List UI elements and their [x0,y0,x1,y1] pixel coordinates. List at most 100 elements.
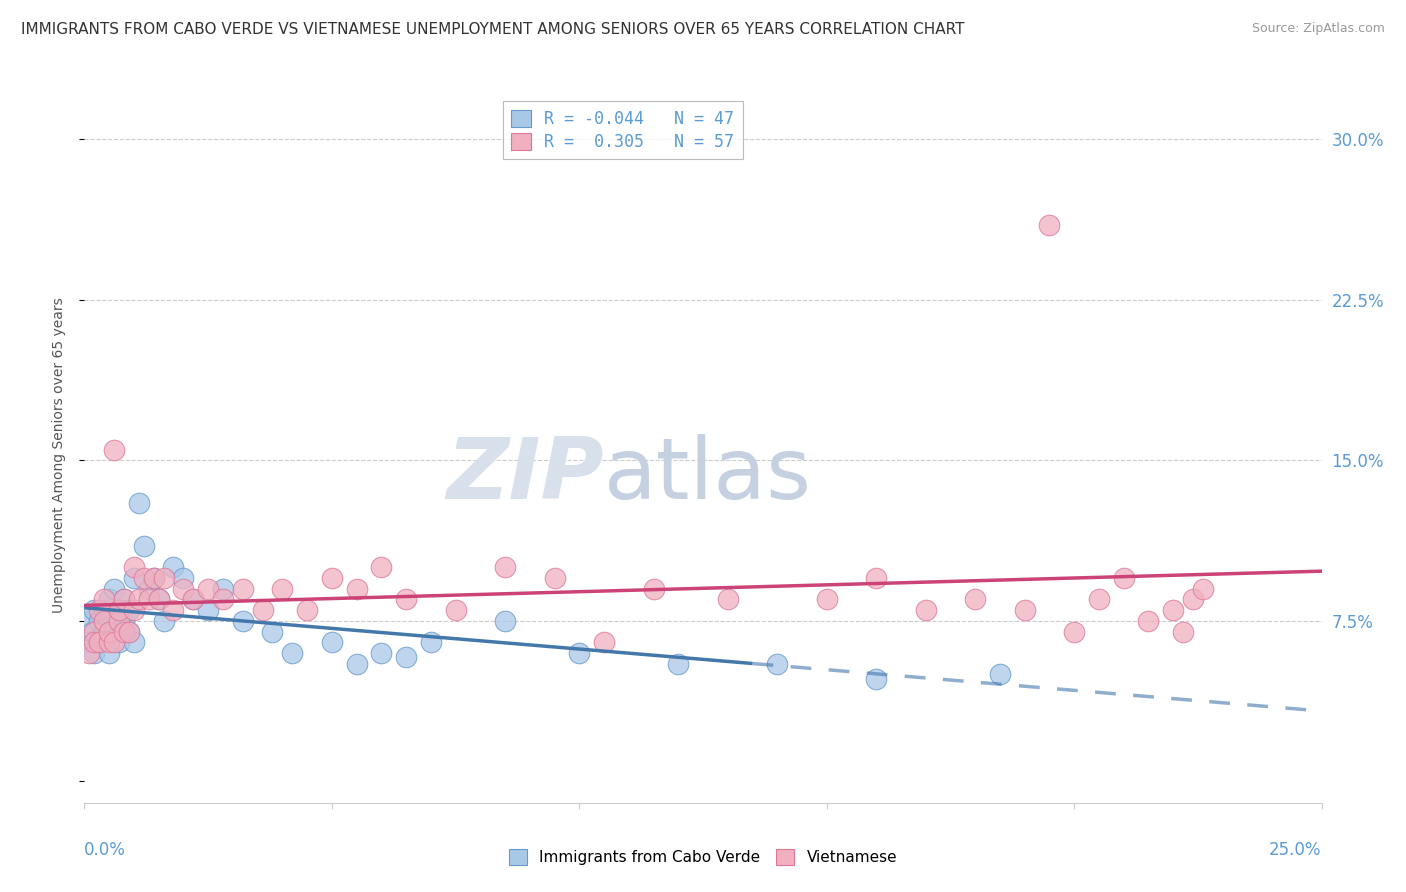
Point [93,603,115,617]
Point [197,603,219,617]
Point [1063,624,1085,639]
Point [321,571,343,585]
Point [108,603,131,617]
Point [128,496,150,510]
Point [83,624,105,639]
Point [865,571,887,585]
Point [79,646,101,660]
Point [89,635,111,649]
Point [444,603,467,617]
Point [112,624,135,639]
Point [370,560,392,574]
Legend: Immigrants from Cabo Verde, Vietnamese: Immigrants from Cabo Verde, Vietnamese [503,843,903,871]
Y-axis label: Unemployment Among Seniors over 65 years: Unemployment Among Seniors over 65 years [52,297,66,613]
Point [232,614,254,628]
Point [89,614,111,628]
Point [914,603,936,617]
Point [80,624,103,639]
Text: 0.0%: 0.0% [84,841,127,859]
Point [148,592,170,607]
Point [766,657,789,671]
Point [252,603,274,617]
Point [122,571,145,585]
Point [103,582,125,596]
Point [93,624,115,639]
Point [346,657,368,671]
Point [132,571,155,585]
Text: atlas: atlas [605,434,813,517]
Text: IMMIGRANTS FROM CABO VERDE VS VIETNAMESE UNEMPLOYMENT AMONG SENIORS OVER 65 YEAR: IMMIGRANTS FROM CABO VERDE VS VIETNAMESE… [21,22,965,37]
Point [118,603,141,617]
Text: ZIP: ZIP [446,434,605,517]
Point [568,646,591,660]
Point [271,582,294,596]
Point [815,592,838,607]
Point [494,560,516,574]
Point [395,592,418,607]
Point [1038,218,1060,232]
Text: Source: ZipAtlas.com: Source: ZipAtlas.com [1251,22,1385,36]
Point [494,614,516,628]
Point [89,603,111,617]
Point [122,603,145,617]
Point [295,603,318,617]
Point [865,672,887,686]
Point [142,571,165,585]
Point [212,582,235,596]
Point [98,592,121,607]
Point [108,603,131,617]
Point [98,646,121,660]
Point [152,614,174,628]
Point [181,592,204,607]
Point [262,624,284,639]
Point [370,646,392,660]
Point [172,582,194,596]
Point [543,571,565,585]
Point [103,624,125,639]
Point [128,592,150,607]
Point [122,560,145,574]
Point [346,582,368,596]
Point [108,614,131,628]
Point [1014,603,1036,617]
Legend: R = -0.044   N = 47, R =  0.305   N = 57: R = -0.044 N = 47, R = 0.305 N = 57 [502,102,742,160]
Point [132,539,155,553]
Point [112,614,135,628]
Point [643,582,665,596]
Point [1192,582,1215,596]
Point [1112,571,1135,585]
Point [108,635,131,649]
Point [321,635,343,649]
Point [197,582,219,596]
Point [162,560,184,574]
Point [988,667,1011,681]
Point [212,592,235,607]
Point [142,571,165,585]
Point [83,635,105,649]
Point [181,592,204,607]
Point [76,635,98,649]
Point [172,571,194,585]
Point [122,635,145,649]
Point [666,657,689,671]
Point [93,614,115,628]
Point [395,650,418,665]
Point [83,603,105,617]
Point [103,442,125,457]
Point [89,635,111,649]
Point [103,635,125,649]
Point [112,592,135,607]
Point [1137,614,1160,628]
Point [965,592,987,607]
Point [232,582,254,596]
Point [1171,624,1194,639]
Point [112,592,135,607]
Point [717,592,740,607]
Point [83,646,105,660]
Point [98,635,121,649]
Point [419,635,441,649]
Point [79,614,101,628]
Point [118,624,141,639]
Point [98,624,121,639]
Point [138,592,160,607]
